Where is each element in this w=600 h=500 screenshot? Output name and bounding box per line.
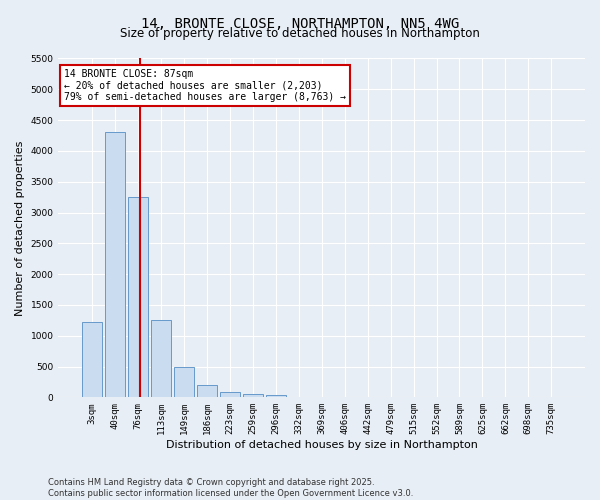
Bar <box>243 394 263 398</box>
Text: Size of property relative to detached houses in Northampton: Size of property relative to detached ho… <box>120 28 480 40</box>
Bar <box>174 367 194 398</box>
Bar <box>197 386 217 398</box>
Y-axis label: Number of detached properties: Number of detached properties <box>15 140 25 316</box>
Bar <box>82 322 102 398</box>
Text: 14 BRONTE CLOSE: 87sqm
← 20% of detached houses are smaller (2,203)
79% of semi-: 14 BRONTE CLOSE: 87sqm ← 20% of detached… <box>64 68 346 102</box>
Bar <box>128 197 148 398</box>
Bar <box>151 320 171 398</box>
Bar <box>106 132 125 398</box>
Text: 14, BRONTE CLOSE, NORTHAMPTON, NN5 4WG: 14, BRONTE CLOSE, NORTHAMPTON, NN5 4WG <box>141 18 459 32</box>
X-axis label: Distribution of detached houses by size in Northampton: Distribution of detached houses by size … <box>166 440 478 450</box>
Bar <box>266 395 286 398</box>
Bar <box>220 392 239 398</box>
Text: Contains HM Land Registry data © Crown copyright and database right 2025.
Contai: Contains HM Land Registry data © Crown c… <box>48 478 413 498</box>
